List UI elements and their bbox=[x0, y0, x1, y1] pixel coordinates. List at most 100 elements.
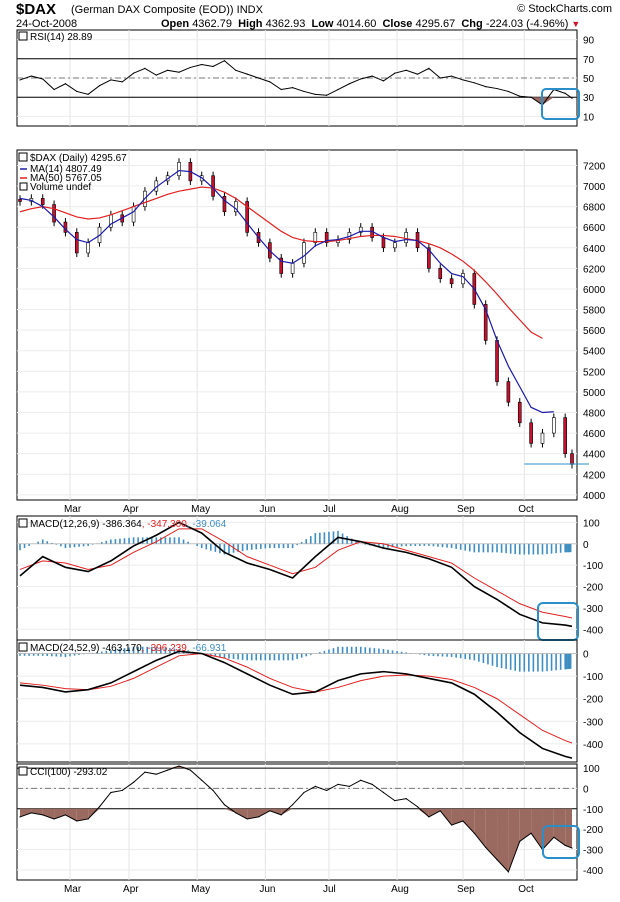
macd1-histogram-bar bbox=[214, 543, 217, 552]
cci-point bbox=[42, 814, 44, 816]
macd2-histogram-bar bbox=[291, 653, 294, 661]
cci-point bbox=[98, 806, 101, 808]
macd1-histogram-bar bbox=[37, 541, 39, 544]
price-candle-body bbox=[517, 401, 522, 424]
macd1-histogram-bar bbox=[532, 543, 535, 555]
price-candle-body bbox=[40, 198, 45, 205]
rsi-point bbox=[291, 87, 294, 89]
macd2-histogram-bar bbox=[100, 651, 103, 654]
macd1-histogram-bar bbox=[332, 531, 335, 544]
cci-oversold-fill bbox=[235, 808, 248, 819]
cci-highlight-box bbox=[542, 825, 580, 859]
macd2-histogram-bar bbox=[428, 653, 430, 656]
cci-point bbox=[178, 765, 180, 767]
price-title: $DAX (Daily) 4295.67 bbox=[30, 153, 127, 164]
macd2-histogram-bar bbox=[155, 646, 158, 654]
price-ytick-label: 6400 bbox=[583, 244, 606, 255]
price-ytick-label: 4200 bbox=[583, 470, 606, 481]
cci-oversold-fill bbox=[54, 808, 66, 819]
price-ytick-label: 5600 bbox=[583, 326, 606, 337]
macd1-histogram-bar bbox=[296, 543, 298, 546]
price-panel-frame bbox=[16, 149, 578, 501]
cci-point bbox=[223, 804, 226, 806]
cci-point bbox=[439, 810, 441, 812]
macd2-histogram-bar bbox=[305, 653, 308, 657]
macd1-histogram-bar bbox=[300, 542, 303, 544]
rsi-point bbox=[110, 79, 112, 81]
macd2-histogram-bar bbox=[41, 653, 44, 656]
rsi-oversold-fill bbox=[542, 97, 554, 105]
x-axis-month-label: Jun bbox=[259, 884, 275, 895]
x-axis-month-label: May bbox=[191, 884, 210, 895]
cci-title: CCI(100) -293.02 bbox=[30, 767, 108, 778]
macd2-histogram-bar bbox=[328, 649, 330, 654]
macd1-histogram-bar bbox=[482, 543, 485, 553]
cci-point bbox=[530, 832, 532, 834]
macd2-histogram-bar bbox=[259, 653, 262, 661]
macd2-histogram-bar bbox=[237, 653, 239, 660]
rsi-point bbox=[19, 79, 21, 81]
macd1-histogram-bar bbox=[241, 543, 244, 552]
cci-point bbox=[371, 783, 373, 785]
price-candle-body bbox=[495, 340, 499, 382]
macd1-panel-frame bbox=[16, 515, 578, 641]
macd2-title: MACD(24,52,9) -463.170, -396.239, -66.93… bbox=[30, 643, 227, 654]
macd2-signal-line bbox=[19, 653, 573, 744]
macd2-histogram-bar bbox=[500, 653, 503, 669]
macd2-histogram-bar bbox=[518, 653, 521, 672]
price-ytick-label: 6800 bbox=[583, 203, 606, 214]
macd2-histogram-bar bbox=[337, 646, 339, 654]
macd2-legend-swatch-icon bbox=[18, 642, 28, 652]
macd1-histogram-bar bbox=[509, 543, 512, 554]
copyright-link[interactable]: © StockCharts.com bbox=[517, 3, 612, 15]
macd1-histogram-bar bbox=[528, 543, 530, 555]
macd1-histogram-bar bbox=[491, 543, 494, 553]
price-candle-body bbox=[86, 242, 90, 254]
x-axis-month-label: Sep bbox=[457, 884, 475, 895]
price-candle-body bbox=[222, 196, 227, 213]
macd2-histogram-bar bbox=[64, 653, 67, 657]
price-candle-body bbox=[449, 278, 454, 285]
macd2-histogram-bar bbox=[309, 653, 312, 655]
rsi-point bbox=[507, 90, 509, 93]
cci-ytick-label: -400 bbox=[583, 866, 603, 877]
macd1-histogram-bar bbox=[414, 543, 417, 546]
macd2-histogram-bar bbox=[46, 653, 49, 657]
macd1-histogram-bar bbox=[78, 543, 80, 547]
rsi-point bbox=[428, 67, 430, 69]
price-ytick-label: 5400 bbox=[583, 347, 606, 358]
macd1-histogram-bar bbox=[514, 543, 517, 555]
macd2-histogram-bar bbox=[505, 653, 507, 669]
macd2-histogram-bar bbox=[464, 653, 467, 659]
cci-oversold-fill bbox=[508, 808, 520, 872]
macd2-histogram-bar bbox=[473, 653, 476, 661]
macd2-panel-frame bbox=[16, 639, 578, 763]
macd1-histogram-bar bbox=[565, 543, 568, 553]
macd2-histogram-bar bbox=[359, 646, 362, 654]
cci-ytick-label: -300 bbox=[583, 845, 603, 856]
macd2-histogram-bar bbox=[132, 646, 135, 654]
macd1-ytick-label: -400 bbox=[583, 625, 603, 636]
macd1-histogram-bar bbox=[28, 543, 30, 546]
macd1-histogram-bar bbox=[350, 538, 353, 544]
cci-oversold-fill bbox=[76, 808, 89, 821]
rsi-point bbox=[451, 75, 453, 77]
cci-point bbox=[87, 818, 89, 820]
macd2-histogram-bar bbox=[537, 653, 539, 672]
macd2-ytick-label: -400 bbox=[583, 740, 603, 751]
macd1-histogram-bar bbox=[210, 543, 212, 551]
macd2-ytick-label: -200 bbox=[583, 695, 603, 706]
x-axis-month-label: May bbox=[191, 504, 210, 515]
macd2-histogram-bar bbox=[114, 649, 117, 654]
macd2-histogram-bar bbox=[323, 650, 326, 654]
macd1-histogram-bar bbox=[41, 539, 44, 544]
rsi-point bbox=[394, 72, 396, 74]
price-candle-body bbox=[552, 417, 556, 434]
rsi-point bbox=[564, 92, 566, 94]
macd1-histogram-bar bbox=[496, 543, 498, 553]
macd2-histogram-bar bbox=[441, 653, 444, 657]
macd1-histogram-bar bbox=[169, 537, 171, 544]
macd2-histogram-bar bbox=[228, 653, 230, 659]
macd1-histogram-bar bbox=[150, 537, 153, 544]
